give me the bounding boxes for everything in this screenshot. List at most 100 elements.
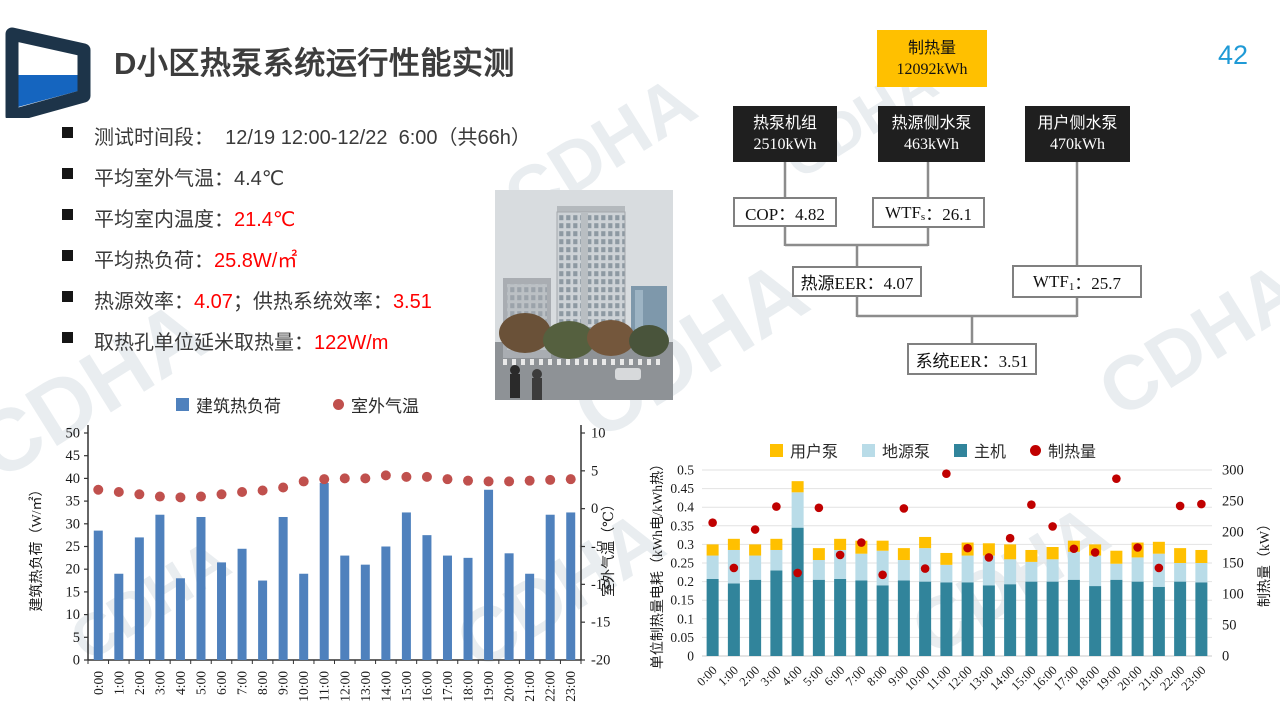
legend-dot-icon [333, 399, 344, 410]
svg-text:150: 150 [1222, 556, 1244, 572]
svg-text:2:00: 2:00 [132, 671, 147, 695]
bullet-marker-icon [62, 332, 73, 343]
svg-text:50: 50 [1222, 618, 1237, 634]
source-side-pump-label: 热源侧水泵 [891, 115, 972, 132]
svg-text:3:00: 3:00 [152, 671, 167, 695]
svg-text:0.4: 0.4 [677, 500, 694, 515]
legend-item: 地源泵 [862, 438, 930, 462]
svg-text:5:00: 5:00 [193, 671, 208, 695]
legend-item: 主机 [954, 438, 1006, 462]
svg-text:0: 0 [1222, 649, 1229, 665]
svg-text:10: 10 [591, 426, 606, 442]
svg-text:7:00: 7:00 [235, 671, 250, 695]
svg-text:21:00: 21:00 [522, 671, 537, 702]
svg-text:0.25: 0.25 [670, 556, 694, 571]
svg-text:16:00: 16:00 [419, 671, 434, 702]
bullet-item: 平均室内温度：21.4℃ [62, 203, 531, 231]
bullet-item: 取热孔单位延米取热量：122W/m [62, 326, 531, 354]
svg-text:8:00: 8:00 [255, 671, 270, 695]
logo-icon [5, 27, 91, 118]
svg-text:300: 300 [1222, 463, 1244, 479]
bullet-text: 平均室外气温：4.4℃ [94, 168, 285, 190]
svg-text:100: 100 [1222, 587, 1244, 603]
legend-label: 室外气温 [351, 397, 419, 416]
heat-output-value: 12092kWh [896, 60, 968, 78]
legend-square-icon [954, 443, 968, 457]
bullet-text: 取热孔单位延米取热量：122W/m [94, 332, 389, 354]
heat-output-box: 制热量 12092kWh [877, 30, 987, 87]
svg-text:0.2: 0.2 [677, 574, 694, 589]
svg-text:50: 50 [66, 426, 81, 442]
power-chart-legend: 用户泵 地源泵 主机 制热量 [770, 438, 1096, 462]
svg-text:250: 250 [1222, 494, 1244, 510]
page-title: D小区热泵系统运行性能实测 [114, 46, 515, 81]
legend-label: 用户泵 [790, 444, 839, 461]
svg-text:17:00: 17:00 [440, 671, 455, 702]
heat-load-y-axis-title: 建筑热负荷（W/㎡） [30, 482, 45, 612]
svg-text:22:00: 22:00 [543, 671, 558, 702]
svg-text:-20: -20 [591, 653, 610, 669]
svg-text:10:00: 10:00 [296, 671, 311, 702]
svg-text:7:00: 7:00 [843, 663, 869, 689]
svg-text:4:00: 4:00 [173, 671, 188, 695]
user-side-pump-box: 用户侧水泵 470kWh [1025, 106, 1130, 162]
bullet-item: 热源效率：4.07；供热系统效率：3.51 [62, 285, 531, 313]
svg-text:0.15: 0.15 [670, 593, 694, 608]
power-consumption-y-axis-title: 单位制热量电耗（kWh电/kWh热） [651, 456, 666, 670]
bullet-marker-icon [62, 168, 73, 179]
outdoor-temp-y-axis-title: 室外气温（℃） [602, 497, 617, 597]
user-side-pump-label: 用户侧水泵 [1037, 115, 1118, 132]
bullet-text: 测试时间段： 12/19 12:00-12/22 6:00（共66h） [94, 127, 531, 149]
heat-pump-unit-value: 2510kWh [753, 136, 817, 153]
source-side-pump-box: 热源侧水泵 463kWh [878, 106, 985, 162]
source-eer-box: 热源EER：4.07 [792, 266, 922, 297]
svg-text:30: 30 [66, 516, 81, 532]
svg-text:11:00: 11:00 [317, 671, 332, 701]
svg-text:20:00: 20:00 [502, 671, 517, 702]
svg-text:5: 5 [73, 630, 80, 646]
bullet-item: 测试时间段： 12/19 12:00-12/22 6:00（共66h） [62, 121, 531, 149]
svg-text:13:00: 13:00 [358, 671, 373, 702]
legend-square-icon [862, 443, 876, 457]
svg-text:8:00: 8:00 [864, 663, 890, 689]
user-side-pump-value: 470kWh [1049, 136, 1106, 153]
bullet-item: 平均热负荷：25.8W/㎡ [62, 244, 531, 272]
svg-text:1:00: 1:00 [111, 671, 126, 695]
svg-text:23:00: 23:00 [1178, 663, 1208, 693]
legend-label: 主机 [974, 444, 1007, 461]
svg-text:20: 20 [66, 562, 81, 578]
svg-text:18:00: 18:00 [461, 671, 476, 702]
heat-load-chart-legend: 建筑热负荷 室外气温 [176, 392, 419, 417]
svg-text:12:00: 12:00 [337, 671, 352, 702]
svg-text:0: 0 [591, 501, 598, 517]
svg-text:0: 0 [687, 649, 694, 664]
bullet-item: 平均室外气温：4.4℃ [62, 162, 531, 190]
svg-text:25: 25 [66, 539, 81, 555]
legend-item: 室外气温 [333, 392, 419, 417]
legend-dot-icon [1030, 444, 1042, 456]
svg-text:15: 15 [66, 584, 81, 600]
bullet-marker-icon [62, 291, 73, 302]
svg-text:40: 40 [66, 471, 81, 487]
system-eer-box: 系统EER：3.51 [907, 343, 1037, 375]
svg-text:5:00: 5:00 [800, 663, 826, 689]
svg-text:200: 200 [1222, 525, 1244, 541]
svg-text:9:00: 9:00 [276, 671, 291, 695]
svg-text:0.3: 0.3 [677, 537, 694, 552]
wtf1-box: WTF 1 ：25.7 [1012, 265, 1142, 298]
legend-square-icon [770, 443, 783, 457]
svg-text:0.1: 0.1 [677, 611, 694, 626]
svg-text:0:00: 0:00 [694, 663, 720, 689]
svg-text:19:00: 19:00 [481, 671, 496, 702]
bullet-list: 测试时间段： 12/19 12:00-12/22 6:00（共66h） 平均室外气… [62, 121, 531, 354]
cop-box: COP：4.82 [733, 197, 837, 227]
svg-text:-15: -15 [591, 615, 610, 631]
source-side-pump-value: 463kWh [903, 136, 960, 153]
svg-text:2:00: 2:00 [737, 663, 763, 689]
heat-load-chart: 0 5 10 15 20 25 30 35 40 45 50 -20 -15 -10 -5 0 5 10 0:00 1… [66, 425, 610, 702]
svg-text:5: 5 [591, 463, 598, 479]
legend-label: 制热量 [1048, 444, 1097, 461]
heat-output-label: 制热量 [907, 39, 956, 57]
bullet-text: 热源效率：4.07；供热系统效率：3.51 [94, 291, 432, 313]
